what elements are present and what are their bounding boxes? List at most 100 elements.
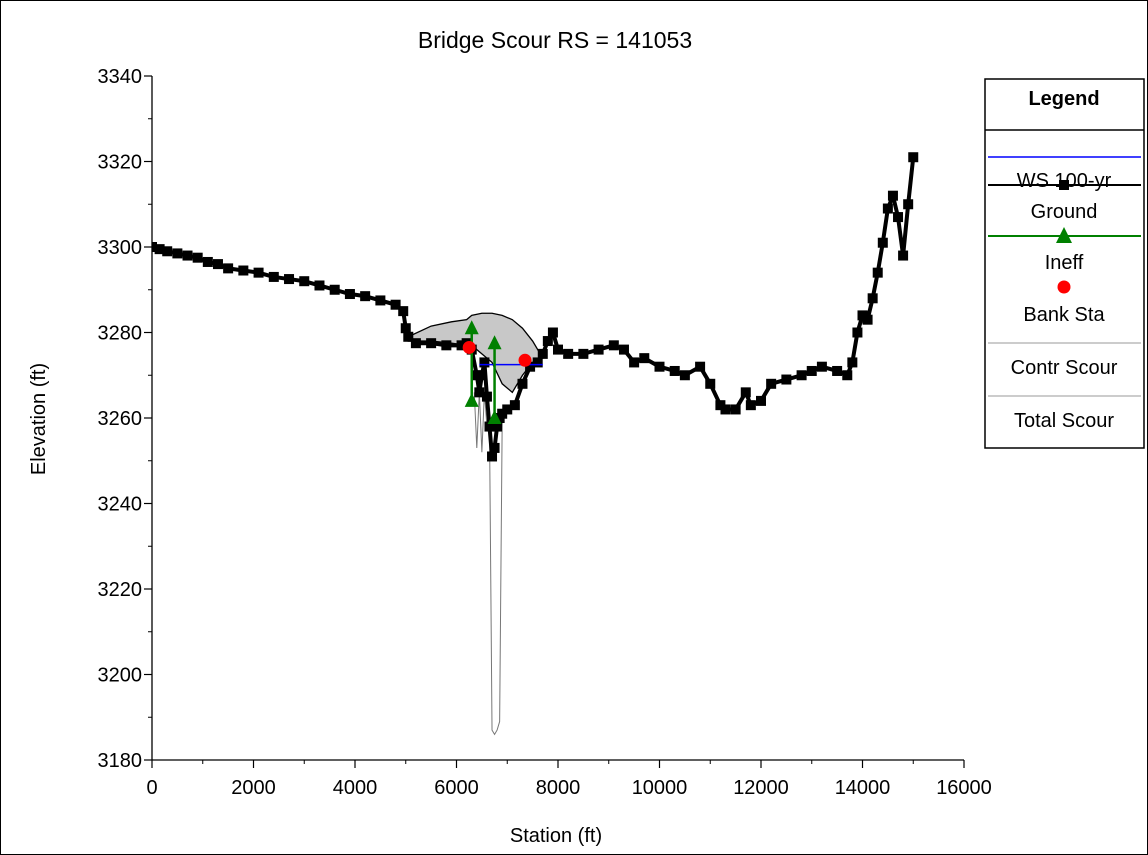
ground-point	[410, 338, 421, 349]
ground-point	[502, 404, 513, 415]
ground-point	[563, 348, 574, 359]
legend-ground-label: Ground	[1031, 201, 1098, 223]
ground-point	[756, 395, 766, 406]
ground-point	[547, 327, 558, 338]
ground-point	[375, 295, 386, 306]
ground-point	[182, 250, 193, 261]
legend-bank-label: Bank Sta	[1023, 304, 1105, 326]
x-axis-label: Station (ft)	[510, 825, 602, 847]
ground-point	[154, 244, 165, 255]
legend-ineff-marker	[1056, 227, 1072, 243]
ground-line	[152, 157, 916, 459]
ground-point	[745, 400, 756, 411]
x-tick-label: 6000	[434, 777, 479, 799]
ineff-point	[464, 392, 479, 407]
ground-point	[679, 370, 690, 381]
y-tick-label: 3280	[98, 323, 143, 345]
ground-point	[525, 361, 536, 372]
ineffective-layer	[464, 320, 502, 424]
ground-point	[441, 340, 452, 351]
ground-point	[608, 340, 619, 351]
ground-point	[471, 370, 482, 381]
x-tick-label: 14000	[835, 777, 891, 799]
ground-point	[479, 357, 490, 368]
ground-point	[877, 237, 888, 248]
legend-bank-marker	[1057, 280, 1071, 294]
ground-point	[903, 199, 914, 210]
ground-point	[816, 361, 827, 372]
y-tick-label: 3260	[98, 408, 143, 430]
x-tick-label: 10000	[632, 777, 688, 799]
legend-title: Legend	[1028, 88, 1099, 110]
ground-point	[400, 323, 411, 334]
ground-point	[654, 361, 665, 372]
ground-point	[893, 212, 904, 223]
ground-point	[314, 280, 325, 291]
ground-point	[517, 378, 528, 389]
ground-point	[629, 357, 640, 368]
ground-point	[162, 246, 173, 257]
ground-point	[253, 267, 264, 278]
ground-point	[669, 365, 680, 376]
ground-point	[497, 408, 508, 419]
ground-point	[882, 203, 893, 214]
ground-point	[593, 344, 604, 355]
ground-point	[872, 267, 883, 278]
ground-point	[456, 340, 467, 351]
ineff-point	[487, 410, 502, 424]
y-tick-label: 3320	[98, 152, 143, 174]
ground-point	[390, 299, 401, 310]
ground-point	[542, 336, 553, 347]
ground-point	[730, 404, 741, 415]
ground-layer	[152, 152, 919, 462]
ground-point	[426, 338, 437, 349]
y-tick-label: 3180	[98, 750, 143, 772]
ground-point	[740, 387, 751, 398]
x-tick-label: 8000	[536, 777, 581, 799]
ground-point	[329, 284, 340, 295]
x-tick-label: 2000	[231, 777, 276, 799]
legend-box	[984, 78, 1145, 449]
ground-point	[639, 353, 650, 364]
ground-point	[484, 421, 495, 432]
ground-point	[268, 271, 279, 282]
ground-point	[481, 391, 492, 402]
ground-point	[796, 370, 807, 381]
ground-point	[857, 310, 868, 321]
x-tick-label: 0	[146, 777, 157, 799]
ground-point	[344, 289, 355, 300]
ground-point	[887, 190, 898, 201]
total-scour-line	[488, 422, 503, 736]
y-tick-label: 3340	[98, 66, 143, 88]
ground-point	[284, 274, 295, 285]
ground-point	[492, 421, 503, 432]
ground-point	[908, 152, 919, 163]
ground-point	[766, 378, 777, 389]
ground-point	[532, 357, 543, 368]
ground-point	[212, 259, 223, 270]
ground-point	[852, 327, 863, 338]
ineff-point	[487, 335, 502, 350]
ground-point	[832, 365, 843, 376]
ineff-point	[464, 320, 479, 335]
ground-point	[847, 357, 858, 368]
ground-point	[695, 361, 706, 372]
bank-station-point	[462, 340, 476, 354]
ground-point	[223, 263, 234, 274]
ground-point	[152, 242, 157, 252]
y-tick-label: 3220	[98, 579, 143, 601]
axes	[151, 76, 964, 761]
y-tick-label: 3200	[98, 665, 143, 687]
ground-point	[842, 370, 853, 381]
legend-contr-label: Contr Scour	[1011, 357, 1118, 379]
chart-title: Bridge Scour RS = 141053	[418, 27, 692, 53]
ground-point	[705, 378, 716, 389]
x-tick-label: 12000	[733, 777, 789, 799]
y-axis-label: Elevation (ft)	[28, 363, 50, 475]
ground-point	[476, 370, 487, 381]
ground-point	[509, 400, 520, 411]
ground-point	[781, 374, 792, 385]
